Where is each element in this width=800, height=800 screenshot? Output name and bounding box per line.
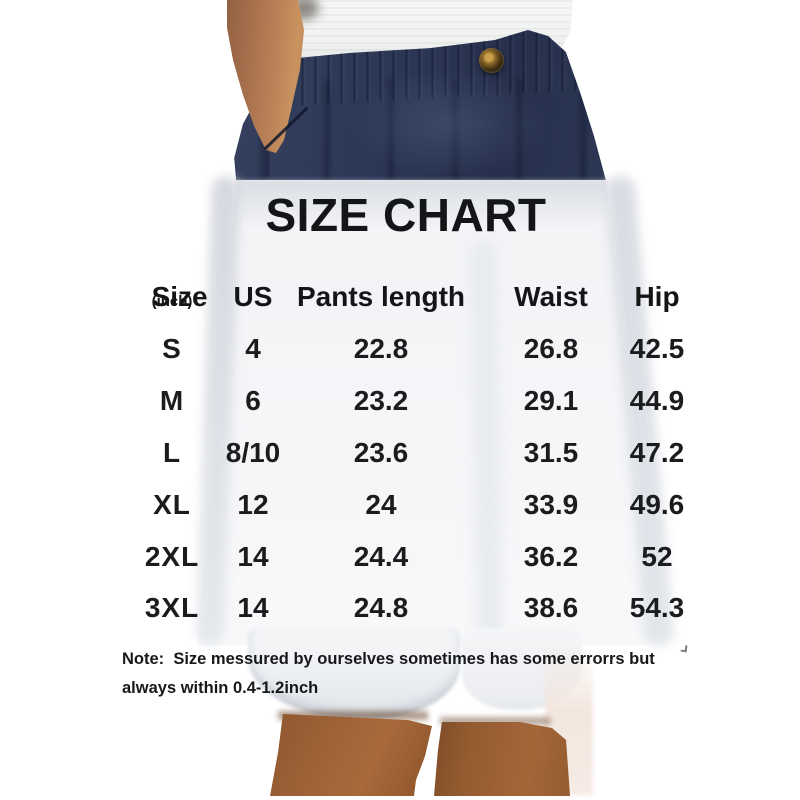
value-cell: 24.4 [353,541,409,572]
value-cell: 31.5 [523,437,579,468]
table-row: M 6 23.2 29.1 44.9 [0,384,800,418]
fabric-highlight [350,68,550,178]
value-cell: 12 [237,489,269,520]
header-cell: Hip [634,281,680,312]
hem-shadow-left [278,711,428,720]
header-cell: Pants length [296,281,466,312]
header-cell: Waist [514,281,588,312]
value-cell: 23.2 [353,385,409,416]
value-cell: 36.2 [523,541,579,572]
value-cell: 54.3 [629,592,685,623]
white-overlay [198,180,656,645]
value-cell: 4 [245,333,261,364]
value-cell: 14 [237,541,269,572]
model-leg-left [270,714,432,796]
value-cell: 49.6 [629,489,685,520]
value-cell: 8/10 [225,437,281,468]
value-cell: 33.9 [523,489,579,520]
size-note: Note: Size messured by ourselves sometim… [122,645,682,703]
size-label-cell: 3XL [144,592,200,623]
value-cell: 44.9 [629,385,685,416]
pocket-crease [266,150,269,177]
value-cell: 23.6 [353,437,409,468]
value-cell: 22.8 [353,333,409,364]
size-label-cell: M [159,385,185,416]
value-cell: 47.2 [629,437,685,468]
value-cell: 24 [365,489,397,520]
header-cell: Size (inch) [151,281,208,312]
table-row: S 4 22.8 26.8 42.5 [0,332,800,366]
model-leg-right [433,721,571,796]
overlay-top-shadow [236,180,608,226]
value-cell: 29.1 [523,385,579,416]
value-cell: 26.8 [523,333,579,364]
table-row: 2XL 14 24.4 36.2 52 [0,540,800,574]
size-chart-title: SIZE CHART [265,189,547,241]
table-header-row: Size (inch) US Pants length Waist Hip [0,280,800,314]
header-cell: US [233,281,273,312]
fabric-folds [234,80,606,180]
value-cell: 24.8 [353,592,409,623]
size-label-cell: S [162,333,182,364]
size-note-line1: Note: Size messured by ourselves sometim… [122,650,655,668]
size-label-cell: 2XL [144,541,200,572]
value-cell: 38.6 [523,592,579,623]
table-row: XL 12 24 33.9 49.6 [0,488,800,522]
waist-button [479,48,504,73]
size-label-cell: L [162,437,182,468]
value-cell: 52 [641,541,673,572]
hem-shadow-right [440,717,550,725]
value-cell: 42.5 [629,333,685,364]
size-label-cell: XL [153,489,191,520]
size-note-line2: always within 0.4-1.2inch [122,679,319,697]
table-row: L 8/10 23.6 31.5 47.2 [0,436,800,470]
value-cell: 14 [237,592,269,623]
table-row: 3XL 14 24.8 38.6 54.3 [0,591,800,625]
value-cell: 6 [245,385,261,416]
